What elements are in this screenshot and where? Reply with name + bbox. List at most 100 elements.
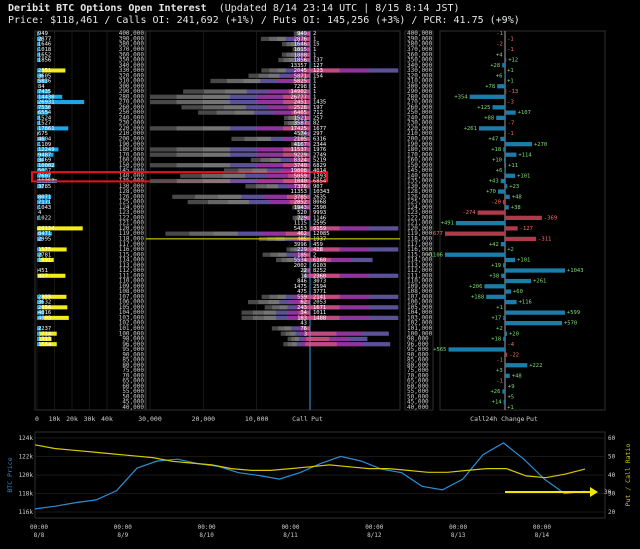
put-oi-label: 2 <box>313 252 316 258</box>
call-oi-segment <box>279 305 288 310</box>
call-oi-segment <box>231 136 245 142</box>
change-bar <box>503 199 505 205</box>
change-label: +38 <box>489 273 499 279</box>
change-label: -274 <box>462 210 476 216</box>
change-label: +5 <box>508 394 515 400</box>
call-bar <box>37 57 41 62</box>
call-bar <box>37 121 40 126</box>
call-oi-label: 1115 <box>294 221 307 227</box>
call-oi-segment <box>295 52 301 57</box>
call-oi-segment <box>300 331 306 336</box>
call-oi-segment <box>291 52 297 57</box>
put-bar <box>39 336 52 341</box>
call-oi-segment <box>276 78 294 84</box>
chart-title: Deribit BTC Options Open Interest (Updat… <box>8 3 460 14</box>
put-oi-segment <box>368 68 399 73</box>
strike-label: 107,000 <box>119 293 145 300</box>
change-label: +19 <box>491 263 501 269</box>
call-oi-segment <box>293 31 297 36</box>
put-oi-label: 2749 <box>313 152 326 158</box>
strike-label-right: 106,000 <box>407 299 433 306</box>
call-oi-label: 14902 <box>290 89 307 95</box>
put-oi-segment <box>310 257 332 263</box>
oi-value-label: 10002 <box>38 163 55 169</box>
call-oi-segment <box>150 163 177 168</box>
change-bar <box>505 299 517 305</box>
put-oi-label: 137 <box>313 58 323 64</box>
call-oi-segment <box>281 168 296 173</box>
oi-value-label: 4 <box>38 210 42 216</box>
call-oi-segment <box>306 131 309 136</box>
strike-label-right: 128,000 <box>407 188 433 195</box>
call-oi-segment <box>291 42 297 47</box>
x-tick-label: 20,000 <box>192 415 216 423</box>
x-tick-date: 8/11 <box>283 532 298 539</box>
change-bar <box>484 284 505 289</box>
strike-label: 200,000 <box>119 135 145 142</box>
call-oi-segment <box>288 105 311 110</box>
change-label: +10 <box>492 158 502 164</box>
call-oi-segment <box>248 73 260 78</box>
strike-label: 70,000 <box>122 372 144 379</box>
put-oi-segment <box>368 315 399 321</box>
put-oi-label: 257 <box>313 115 323 121</box>
call-oi-segment <box>289 299 300 305</box>
put-oi-label: 197 <box>313 105 323 111</box>
strike-label: 125,000 <box>119 199 145 206</box>
put-oi-segment <box>310 331 337 336</box>
call-oi-label: 3587 <box>294 121 307 127</box>
put-bar <box>39 247 67 252</box>
call-oi-segment <box>172 194 196 199</box>
call-bar <box>37 310 45 315</box>
call-oi-segment <box>304 257 311 263</box>
change-bar <box>505 257 516 263</box>
strike-label-right: 290,000 <box>407 88 433 95</box>
call-oi-segment <box>245 173 268 178</box>
call-oi-segment <box>267 168 282 173</box>
call-oi-segment <box>304 215 308 220</box>
strike-label-right: 170,000 <box>407 151 433 158</box>
call-oi-segment <box>302 252 311 257</box>
strike-label-right: 112,000 <box>407 267 433 274</box>
call-oi-segment <box>281 52 287 57</box>
change-label: -1 <box>496 358 503 364</box>
change-label: +38 <box>511 205 521 211</box>
change-label: -3 <box>507 100 514 106</box>
strike-label-right: 105,000 <box>407 304 433 311</box>
call-oi-label: 1943 <box>294 205 307 211</box>
oi-value-label: 17861 <box>38 126 55 132</box>
call-oi-segment <box>298 315 311 321</box>
call-oi-segment <box>301 68 311 73</box>
call-oi-segment <box>252 168 268 173</box>
put-oi-segment <box>339 226 369 231</box>
call-oi-segment <box>256 163 284 168</box>
call-oi-segment <box>280 157 291 163</box>
call-oi-segment <box>304 47 308 52</box>
change-bar <box>505 57 507 63</box>
call-bar <box>37 273 38 278</box>
strike-label: 290,000 <box>119 88 145 95</box>
call-oi-segment <box>293 68 303 73</box>
put-oi-label: 1 <box>313 36 316 42</box>
change-label: +9 <box>508 384 515 390</box>
y-tick-right: 60 <box>608 435 616 442</box>
call-oi-label: 5825 <box>294 79 307 85</box>
call-oi-segment <box>295 47 299 52</box>
call-oi-segment <box>203 99 231 105</box>
change-bar <box>505 205 509 210</box>
put-oi-segment <box>368 305 399 310</box>
x-tick-label: 40k <box>101 415 113 423</box>
strike-label-right: 116,000 <box>407 246 433 253</box>
change-label: -1 <box>507 131 514 137</box>
call-oi-segment <box>258 299 269 305</box>
call-oi-segment <box>288 184 300 189</box>
x-axis-label: 24h Change <box>485 415 524 423</box>
call-oi-segment <box>275 310 288 315</box>
strike-label-right: 96,000 <box>407 341 429 348</box>
change-bar <box>505 163 507 168</box>
call-oi-label: 2045 <box>294 68 307 74</box>
call-oi-segment <box>304 31 308 36</box>
call-oi-label: 5871 <box>294 73 307 79</box>
put-oi-segment <box>310 226 340 231</box>
strike-label-right: 240,000 <box>407 114 433 121</box>
